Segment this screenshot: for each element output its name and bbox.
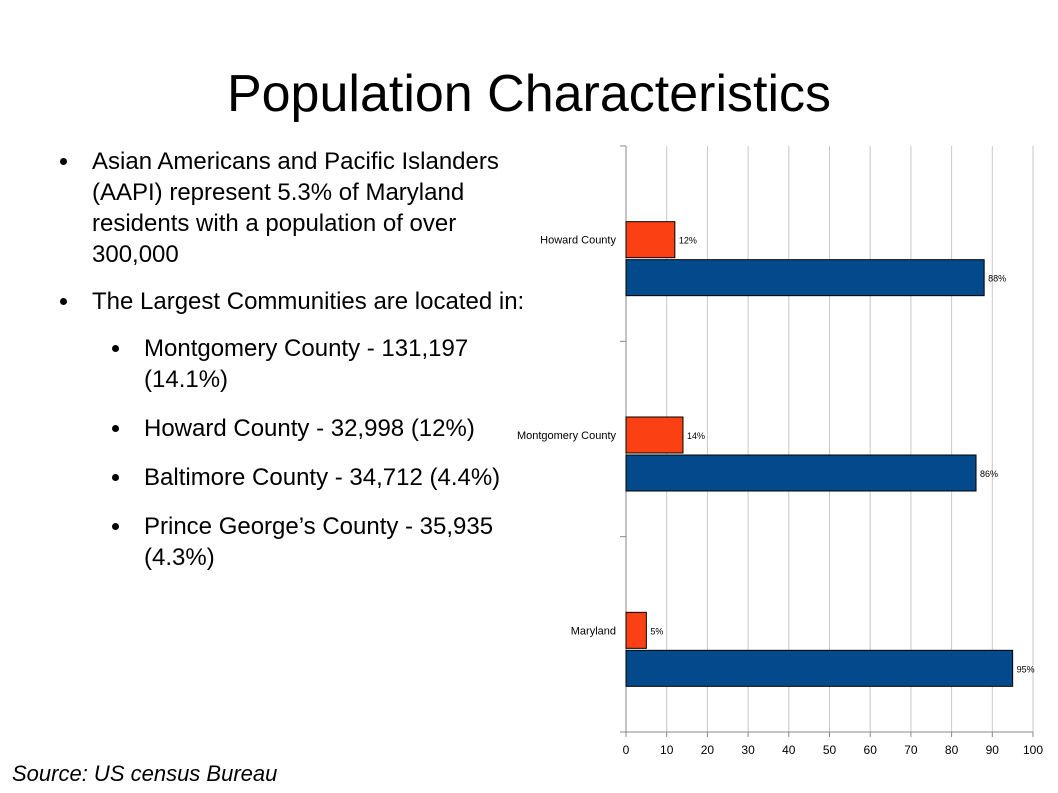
bar-chart: 0 10 20 30 40 50 60 70 80 90 100 12% 88% Howard Count… [517,145,1043,757]
y-category-label: Maryland [571,625,616,637]
bullet-dot [112,425,119,432]
bar [625,221,676,259]
bar [625,259,985,297]
y-category-label: Howard County [540,235,616,247]
subbullet-montgomery: Montgomery County - 131,197 (14.1%) [108,333,546,395]
bar [625,454,977,492]
slide-title: Population Characteristics [226,65,832,123]
bar-data-label: 5% [650,626,663,636]
bullet-list: Asian Americans and Pacific Islanders (A… [56,146,546,591]
bar-data-label: 14% [687,431,705,441]
y-category-label: Montgomery County [517,430,617,442]
x-tick-label: 80 [945,743,959,757]
subbullet-prince-georges: Prince George’s County - 35,935 (4.3%) [108,511,546,573]
subbullet-baltimore: Baltimore County - 34,712 (4.4%) [108,462,546,493]
bar [625,416,684,454]
x-tick-label: 70 [904,743,918,757]
bar-data-label: 88% [988,274,1006,284]
bullet-text: The Largest Communities are located in: [92,288,525,315]
bullet-dot [60,158,67,165]
bullet-text: Montgomery County - 131,197 (14.1%) [144,335,469,393]
x-tick-label: 0 [623,743,630,757]
bullet-text: Prince George’s County - 35,935 (4.3%) [144,513,494,571]
x-tick-label: 40 [782,743,796,757]
subbullet-howard: Howard County - 32,998 (12%) [108,413,546,444]
bullet-largest-communities: The Largest Communities are located in: [56,286,546,317]
x-tick-label: 10 [660,743,674,757]
x-tick-label: 20 [701,743,715,757]
bullet-dot [112,345,119,352]
source-note: Source: US census Bureau [12,761,278,786]
bullet-text: Howard County - 32,998 (12%) [144,415,475,442]
bar-data-label: 95% [1017,664,1035,674]
x-tick-label: 60 [864,743,878,757]
bullet-aapi-share: Asian Americans and Pacific Islanders (A… [56,146,546,270]
x-tick-label: 30 [741,743,755,757]
x-tick-label: 100 [1023,743,1043,757]
bullet-text: Asian Americans and Pacific Islanders (A… [92,148,499,268]
bullet-dot [60,298,67,305]
bar [625,611,647,649]
x-tick-label: 50 [823,743,837,757]
bar-data-label: 86% [980,469,998,479]
bullet-dot [112,474,119,481]
bar [625,649,1014,687]
bar-data-label: 12% [679,236,697,246]
bullet-text: Baltimore County - 34,712 (4.4%) [144,464,501,491]
x-tick-label: 90 [986,743,1000,757]
bullet-dot [112,523,119,530]
